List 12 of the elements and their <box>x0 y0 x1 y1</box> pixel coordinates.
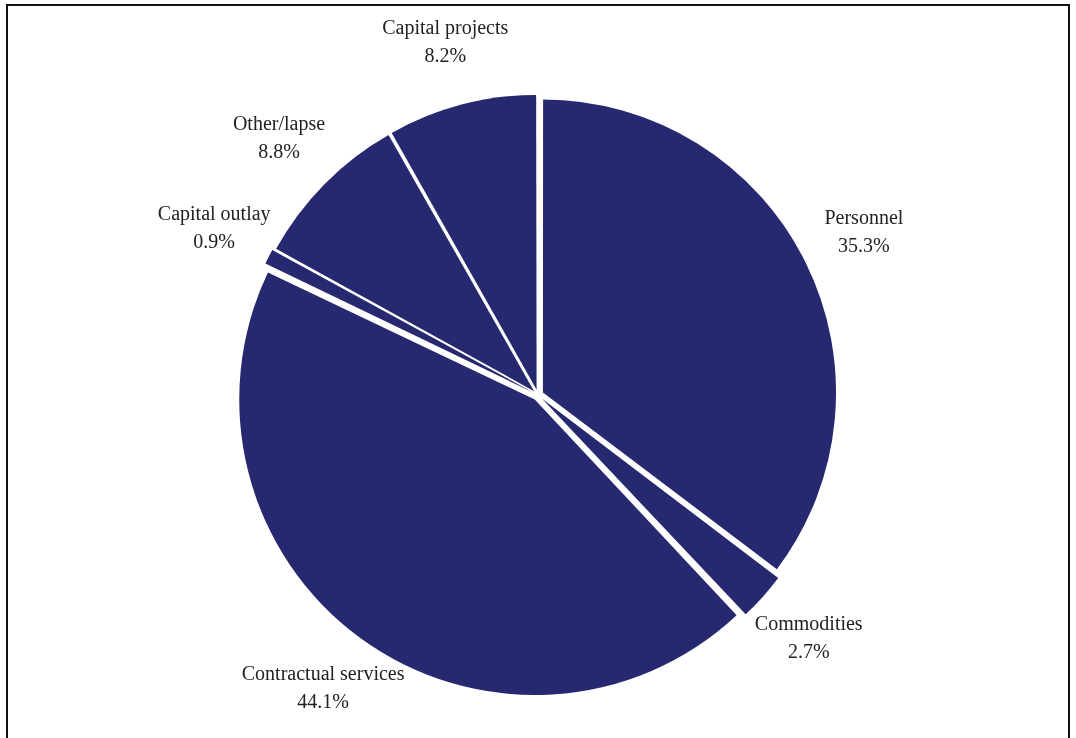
data-label: 44.1% <box>297 690 349 713</box>
data-label: 2.7% <box>787 639 830 662</box>
data-label: 8.2% <box>424 44 467 67</box>
data-label: 35.3% <box>838 234 890 257</box>
slice-label: Other/lapse <box>232 112 326 136</box>
data-label: 8.8% <box>258 140 300 163</box>
data-label: 0.9% <box>193 229 236 252</box>
slice-label: Personnel <box>824 206 904 229</box>
slice-label: Capital outlay <box>157 201 271 225</box>
slice-label: Capital projects <box>382 16 509 40</box>
slice-label: Contractual services <box>241 662 405 685</box>
slice-label: Commodities <box>754 611 863 634</box>
